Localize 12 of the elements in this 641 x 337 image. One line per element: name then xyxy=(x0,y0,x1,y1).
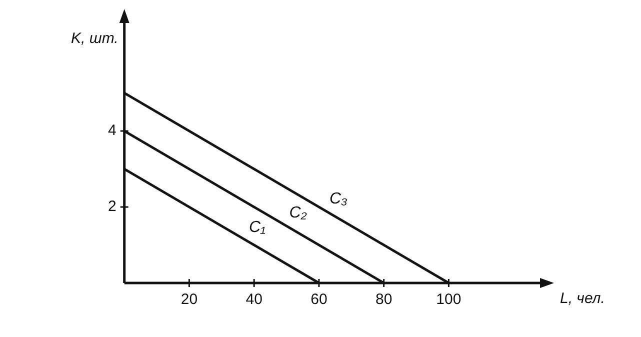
x-axis-title: L, чел. xyxy=(560,290,605,308)
y-tick-label: 2 xyxy=(108,198,116,216)
series-label: C₃ xyxy=(329,190,348,208)
y-tick-label: 4 xyxy=(108,122,116,140)
x-tick-label: 60 xyxy=(310,291,328,308)
x-tick-label: 40 xyxy=(246,291,262,308)
x-tick-label: 20 xyxy=(180,291,198,308)
y-axis-title: K, шт. xyxy=(71,30,118,48)
series-label: C₂ xyxy=(289,204,307,222)
x-tick-label: 100 xyxy=(436,291,462,308)
x-tick-label: 80 xyxy=(375,291,392,308)
series-label: C₁ xyxy=(249,219,266,236)
